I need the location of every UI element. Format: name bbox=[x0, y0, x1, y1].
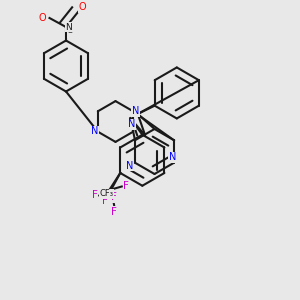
Text: O: O bbox=[79, 2, 86, 13]
Text: N: N bbox=[169, 152, 176, 162]
Text: N: N bbox=[91, 126, 98, 136]
Text: F: F bbox=[123, 182, 129, 191]
Text: F: F bbox=[111, 207, 117, 217]
Text: N: N bbox=[126, 161, 133, 171]
Text: F: F bbox=[92, 190, 98, 200]
Text: N: N bbox=[65, 22, 72, 32]
Text: N: N bbox=[128, 119, 136, 129]
Text: F: F bbox=[102, 196, 108, 206]
Text: CF₃: CF₃ bbox=[100, 190, 114, 199]
Text: N: N bbox=[132, 106, 139, 116]
Text: F: F bbox=[92, 192, 98, 202]
Text: F: F bbox=[111, 192, 117, 202]
Text: $^{-}$: $^{-}$ bbox=[67, 28, 74, 38]
Text: O: O bbox=[38, 13, 46, 23]
